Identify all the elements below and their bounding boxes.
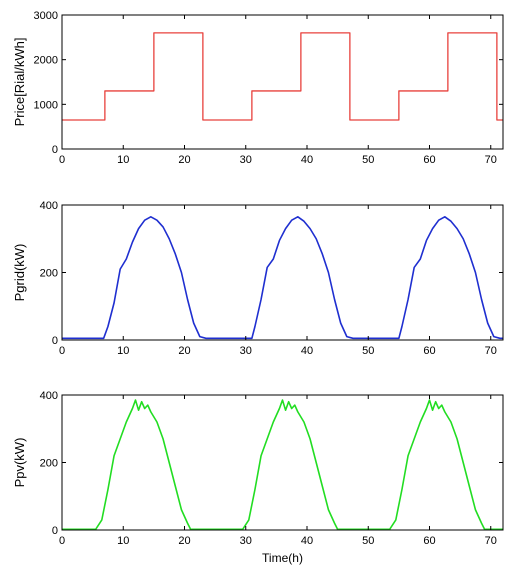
price-xtick-label: 20 [178, 154, 190, 166]
pgrid-ytick-label: 0 [52, 335, 58, 347]
pgrid-chart-panel: 0 10 20 30 40 50 60 70 0 200 400 Pgrid(kW) [12, 200, 504, 357]
ppv-xtick-label: 10 [117, 535, 129, 547]
price-series-line-0 [62, 32, 503, 121]
pgrid-xtick-label: 40 [301, 345, 313, 357]
pgrid-xtick-label: 20 [178, 345, 190, 357]
ppv-xtick-label: 20 [178, 535, 190, 547]
pgrid-series-line-0 [62, 216, 503, 340]
price-xtick-label: 0 [59, 154, 65, 166]
ppv-series-line-0 [62, 399, 503, 530]
pgrid-xtick-label: 50 [362, 345, 374, 357]
price-xtick-label: 50 [362, 154, 374, 166]
ppv-axes-box [61, 394, 504, 531]
pgrid-xtick-label: 70 [485, 345, 497, 357]
price-xtick-label: 70 [485, 154, 497, 166]
price-ytick-label: 2000 [34, 55, 58, 67]
pgrid-y-axis-label: Pgrid(kW) [12, 244, 27, 302]
pgrid-xtick-label: 60 [423, 345, 435, 357]
price-xtick-label: 30 [240, 154, 252, 166]
ppv-x-axis-label: Time(h) [262, 551, 303, 565]
pgrid-ytick-label: 200 [40, 268, 58, 280]
price-xtick-label: 60 [423, 154, 435, 166]
pgrid-axes-box [61, 204, 504, 341]
pgrid-xtick-label: 0 [59, 345, 65, 357]
ppv-ytick-label: 0 [52, 525, 58, 537]
price-axes-box [61, 14, 504, 150]
price-ytick-label: 0 [52, 144, 58, 156]
ppv-xtick-label: 0 [59, 535, 65, 547]
ppv-xtick-label: 70 [485, 535, 497, 547]
pgrid-xtick-label: 10 [117, 345, 129, 357]
ppv-y-axis-label: Ppv(kW) [12, 438, 27, 488]
pgrid-xtick-label: 30 [240, 345, 252, 357]
price-ytick-label: 3000 [34, 10, 58, 22]
ppv-ytick-label: 400 [40, 390, 58, 402]
ppv-xtick-label: 30 [240, 535, 252, 547]
price-chart-panel: 0 10 20 30 40 50 60 70 0 1000 2000 3000 Price[Rial/k… [12, 10, 504, 166]
ppv-xtick-label: 40 [301, 535, 313, 547]
pgrid-ytick-label: 400 [40, 200, 58, 212]
ppv-xtick-label: 50 [362, 535, 374, 547]
ppv-xtick-label: 60 [423, 535, 435, 547]
price-ytick-label: 1000 [34, 99, 58, 111]
price-y-axis-label: Price[Rial/kWh] [12, 38, 27, 127]
ppv-chart-panel: 0 10 20 30 40 50 60 70 0 200 400 Ppv(kW) Time(h) [12, 390, 504, 565]
price-xtick-label: 40 [301, 154, 313, 166]
price-xtick-label: 10 [117, 154, 129, 166]
ppv-ytick-label: 200 [40, 458, 58, 470]
